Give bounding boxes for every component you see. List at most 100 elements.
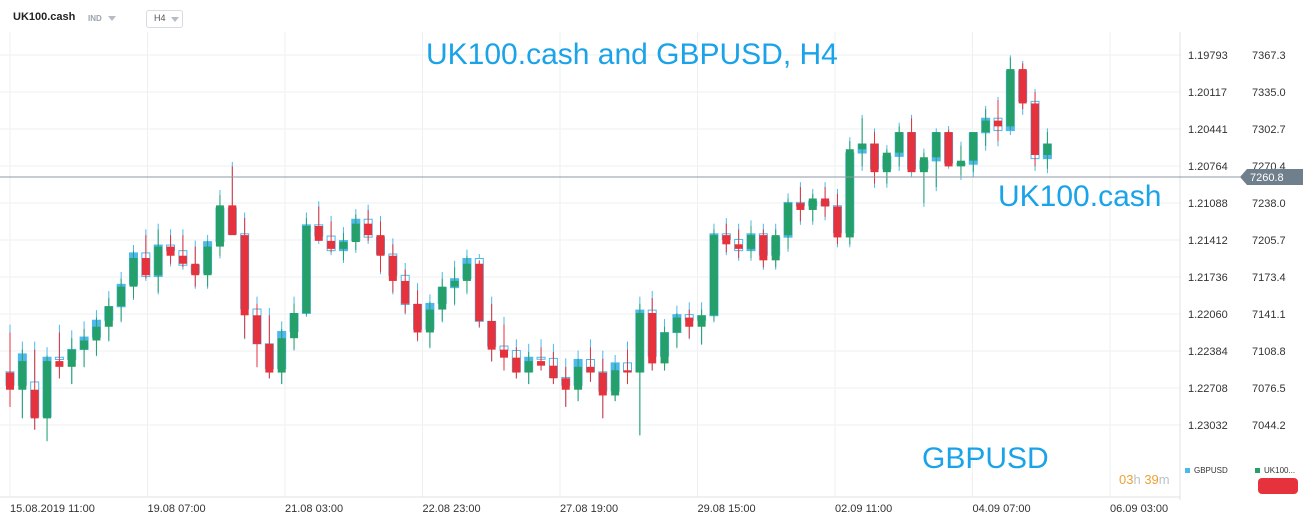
uk100-candle-body <box>747 235 755 249</box>
uk100-candle-body <box>351 223 360 243</box>
uk100-candle-body <box>1006 69 1015 127</box>
uk100-candle-body <box>302 225 311 314</box>
legend-swatch <box>1255 468 1260 474</box>
chevron-down-icon[interactable] <box>171 17 179 22</box>
uk100-candle-body <box>882 152 891 173</box>
uk100-candle-body <box>845 149 854 238</box>
uk100-candle-body <box>784 203 793 236</box>
uk100-candle-body <box>919 157 928 173</box>
indicator-menu[interactable]: IND <box>88 14 102 23</box>
uk100-candle-body <box>660 332 669 364</box>
legend-uk100[interactable]: UK100... <box>1255 466 1295 475</box>
gbp-tick-label: 1.19793 <box>1188 50 1228 62</box>
symbol-selector[interactable]: UK100.cash <box>13 11 76 23</box>
uk100-candle-body <box>376 235 385 256</box>
uk100-candle-body <box>339 242 348 249</box>
uk-tick-label: 7238.0 <box>1252 198 1286 210</box>
uk100-candle-body <box>277 338 286 373</box>
time-tick-label: 19.08 07:00 <box>148 503 206 515</box>
uk100-candle-body <box>1018 69 1027 104</box>
uk100-candle-body <box>401 280 410 304</box>
uk100-candle-body <box>129 258 138 287</box>
uk-tick-label: 7173.4 <box>1252 272 1286 284</box>
uk100-candle-body <box>537 361 546 366</box>
time-tick-label: 15.08.2019 11:00 <box>10 503 95 515</box>
chart-title: UK100.cash and GBPUSD, H4 <box>426 38 838 71</box>
uk100-candle-body <box>191 263 200 276</box>
uk100-candle-body <box>43 361 52 419</box>
uk100-candle-body <box>759 235 768 261</box>
uk100-candle-body <box>215 205 224 247</box>
uk100-candle-body <box>697 315 706 327</box>
trade-button[interactable] <box>1258 478 1298 494</box>
timeframe-selector[interactable] <box>146 10 183 28</box>
uk100-candle-body <box>969 132 978 161</box>
uk-tick-label: 7367.3 <box>1252 50 1286 62</box>
uk100-candle-body <box>808 198 817 210</box>
countdown-hours: 03 <box>1119 472 1134 487</box>
uk100-candle-body <box>771 235 780 261</box>
uk-tick-label: 7108.8 <box>1252 346 1286 358</box>
gbp-tick-label: 1.20441 <box>1188 124 1228 136</box>
uk-tick-label: 7076.5 <box>1252 383 1286 395</box>
gbp-tick-label: 1.22060 <box>1188 309 1228 321</box>
uk100-candle-body <box>944 132 953 167</box>
uk100-candle-body <box>450 280 459 287</box>
uk100-candle-body <box>734 244 743 249</box>
uk100-candle-body <box>685 317 694 327</box>
uk100-candle-body <box>549 365 558 379</box>
time-tick-label: 27.08 19:00 <box>560 503 618 515</box>
uk100-candle-body <box>623 370 632 373</box>
gbp-tick-label: 1.22384 <box>1188 346 1228 358</box>
chart-toolbar: UK100.cash IND H4 <box>0 0 1312 32</box>
uk100-candle-body <box>796 203 805 210</box>
uk100-candle-body <box>709 235 718 316</box>
uk-tick-label: 7044.2 <box>1252 420 1286 432</box>
gbpusd-series-label: GBPUSD <box>922 442 1049 475</box>
uk100-candle-body <box>388 255 397 281</box>
uk100-candle-body <box>561 378 570 390</box>
uk100-candle-body <box>956 160 965 167</box>
timeframe-label[interactable]: H4 <box>154 13 166 23</box>
uk100-candle-body <box>1031 103 1040 155</box>
time-tick-label: 02.09 11:00 <box>835 503 892 515</box>
uk100-series-label: UK100.cash <box>998 180 1162 213</box>
gbp-tick-label: 1.20764 <box>1188 161 1228 173</box>
uk100-candle-body <box>438 286 447 310</box>
time-tick-label: 29.08 15:00 <box>698 503 756 515</box>
uk100-candle-body <box>981 120 990 133</box>
uk100-candle-body <box>178 255 187 264</box>
uk100-candle-body <box>364 223 373 236</box>
chevron-down-icon[interactable] <box>108 16 116 21</box>
uk100-candle-body <box>821 198 830 207</box>
gbp-tick-label: 1.22708 <box>1188 383 1228 395</box>
uk100-candle-body <box>635 313 644 373</box>
uk100-candle-body <box>67 349 76 367</box>
gbp-tick-label: 1.21412 <box>1188 235 1228 247</box>
legend-label: GBPUSD <box>1194 466 1228 475</box>
gbp-tick-label: 1.21736 <box>1188 272 1228 284</box>
uk100-candle-body <box>932 132 941 158</box>
uk100-candle-body <box>203 246 212 276</box>
countdown-minutes: 39 <box>1144 472 1159 487</box>
gbp-tick-label: 1.20117 <box>1188 87 1227 99</box>
uk100-candle-body <box>994 120 1002 127</box>
legend-gbpusd[interactable]: GBPUSD <box>1185 466 1228 475</box>
current-price-tag <box>1240 168 1303 185</box>
time-tick-label: 04.09 07:00 <box>973 503 1031 515</box>
uk100-candle-body <box>104 306 113 327</box>
uk100-candle-body <box>1043 143 1052 155</box>
uk-tick-label: 7302.7 <box>1252 124 1286 136</box>
uk100-candle-body <box>314 225 323 241</box>
uk100-candle-body <box>574 366 583 390</box>
uk-tick-label: 7141.1 <box>1252 309 1286 321</box>
uk100-candle-body <box>475 263 484 322</box>
uk100-candle-body <box>462 263 471 281</box>
uk100-candle-body <box>92 326 101 341</box>
uk100-candle-body <box>833 206 842 238</box>
time-tick-label: 06.09 03:00 <box>1110 503 1168 515</box>
uk100-candle-body <box>141 258 150 276</box>
uk100-candle-body <box>500 349 508 358</box>
bar-countdown: 03h 39m <box>1119 472 1170 487</box>
